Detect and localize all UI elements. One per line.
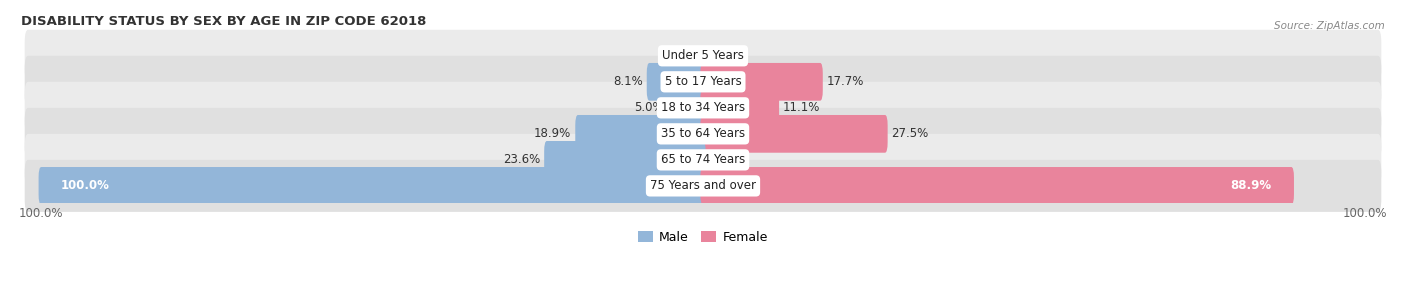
Legend: Male, Female: Male, Female xyxy=(633,226,773,249)
FancyBboxPatch shape xyxy=(25,30,1381,82)
FancyBboxPatch shape xyxy=(25,82,1381,134)
Text: 88.9%: 88.9% xyxy=(1230,179,1271,192)
Text: 5 to 17 Years: 5 to 17 Years xyxy=(665,75,741,88)
Text: 65 to 74 Years: 65 to 74 Years xyxy=(661,153,745,166)
Text: 18 to 34 Years: 18 to 34 Years xyxy=(661,101,745,114)
FancyBboxPatch shape xyxy=(700,89,779,127)
Text: 35 to 64 Years: 35 to 64 Years xyxy=(661,127,745,140)
FancyBboxPatch shape xyxy=(700,63,823,101)
Text: 0.0%: 0.0% xyxy=(716,49,745,62)
FancyBboxPatch shape xyxy=(25,108,1381,160)
FancyBboxPatch shape xyxy=(700,115,887,153)
Text: Source: ZipAtlas.com: Source: ZipAtlas.com xyxy=(1274,21,1385,31)
Text: 100.0%: 100.0% xyxy=(60,179,110,192)
Text: 17.7%: 17.7% xyxy=(827,75,865,88)
Text: 18.9%: 18.9% xyxy=(534,127,571,140)
FancyBboxPatch shape xyxy=(38,167,706,205)
FancyBboxPatch shape xyxy=(668,89,706,127)
Text: 27.5%: 27.5% xyxy=(891,127,929,140)
Text: 0.0%: 0.0% xyxy=(661,49,690,62)
Text: 8.1%: 8.1% xyxy=(613,75,643,88)
FancyBboxPatch shape xyxy=(25,56,1381,108)
Text: 75 Years and over: 75 Years and over xyxy=(650,179,756,192)
Text: 23.6%: 23.6% xyxy=(503,153,540,166)
Text: DISABILITY STATUS BY SEX BY AGE IN ZIP CODE 62018: DISABILITY STATUS BY SEX BY AGE IN ZIP C… xyxy=(21,15,427,28)
FancyBboxPatch shape xyxy=(575,115,706,153)
Text: 11.1%: 11.1% xyxy=(783,101,821,114)
Text: Under 5 Years: Under 5 Years xyxy=(662,49,744,62)
FancyBboxPatch shape xyxy=(647,63,706,101)
FancyBboxPatch shape xyxy=(25,134,1381,186)
FancyBboxPatch shape xyxy=(25,160,1381,212)
Text: 0.0%: 0.0% xyxy=(716,153,745,166)
FancyBboxPatch shape xyxy=(544,141,706,179)
Text: 5.0%: 5.0% xyxy=(634,101,664,114)
FancyBboxPatch shape xyxy=(700,167,1294,205)
